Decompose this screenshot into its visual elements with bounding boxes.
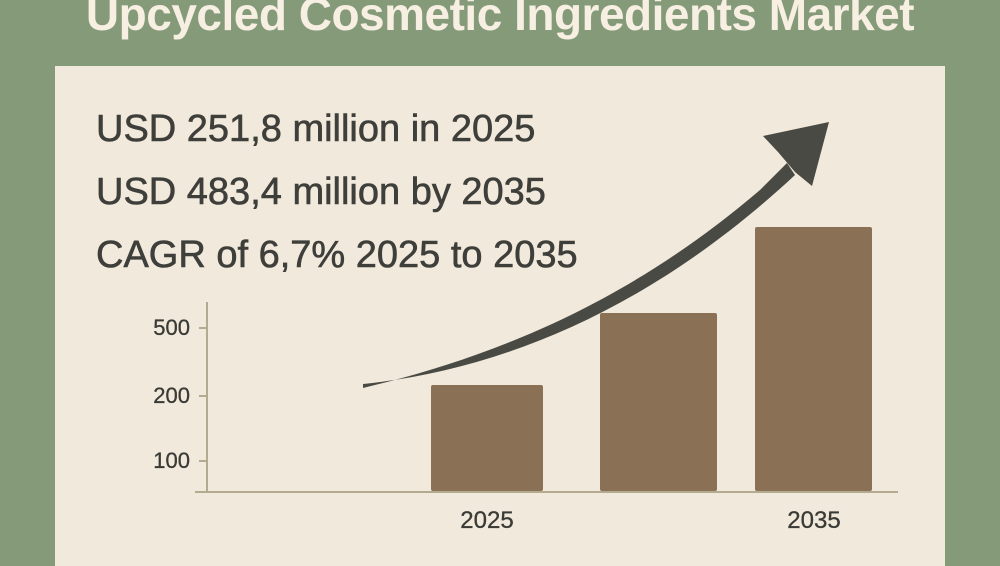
page-title: Upcycled Cosmetic Ingredients Market: [85, 0, 915, 40]
x-label-2025: 2025: [460, 507, 514, 534]
stats-block: USD 251,8 million in 2025 USD 483,4 mill…: [96, 98, 578, 287]
stat-2035-value: USD 483,4 million by 2035: [96, 171, 547, 214]
bar-chart: [195, 122, 898, 493]
stat-2025-value: USD 251,8 million in 2025: [96, 108, 536, 151]
growth-arrow-icon: [363, 122, 829, 388]
bar-2025: [431, 385, 543, 491]
y-label-100: 100: [153, 448, 190, 473]
y-label-200: 200: [153, 383, 190, 408]
stat-cagr: CAGR of 6,7% 2025 to 2035: [96, 234, 578, 277]
x-label-2035: 2035: [787, 507, 841, 534]
y-label-500: 500: [153, 315, 190, 340]
bar-2035: [755, 227, 872, 491]
bar-2030: [600, 313, 717, 491]
